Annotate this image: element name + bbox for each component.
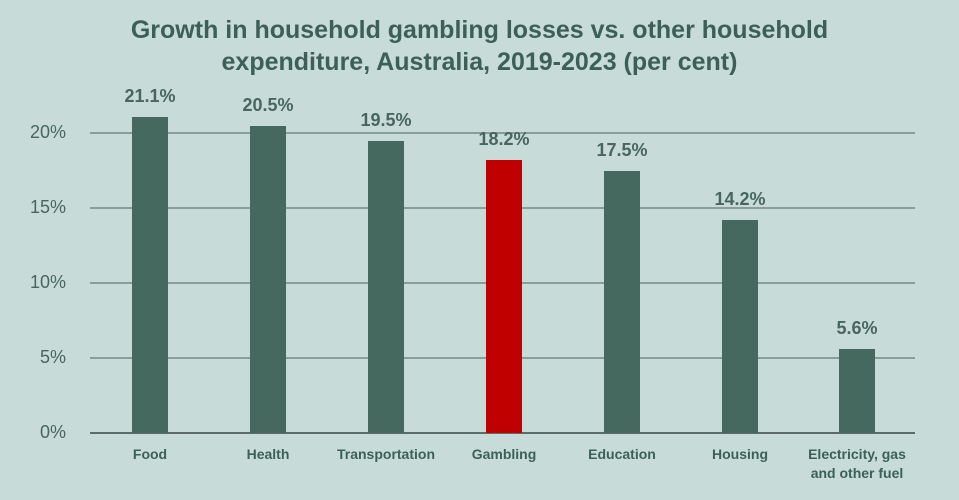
x-tick-label: Electricity, gas and other fuel — [787, 445, 927, 483]
x-tick-label-line: Education — [588, 446, 656, 462]
chart-title-line-2: expenditure, Australia, 2019-2023 (per c… — [221, 48, 738, 76]
bar-gambling — [486, 160, 522, 433]
x-axis-line — [90, 432, 915, 434]
x-tick-label-line: Transportation — [336, 446, 435, 462]
x-tick-label-line: Food — [132, 446, 168, 462]
x-tick-label: Health — [198, 445, 338, 464]
value-label: 20.5% — [242, 94, 294, 115]
value-label: 18.2% — [478, 129, 530, 149]
value-label: 19.5% — [360, 109, 412, 130]
x-tick-label: Education — [552, 445, 692, 464]
y-tick-label: 5% — [39, 347, 66, 367]
x-tick-label-line: Housing — [712, 446, 768, 462]
y-tick-label: 15% — [29, 197, 66, 217]
x-tick-label: Gambling — [434, 445, 574, 464]
bar-transportation — [368, 140, 404, 433]
bar-education — [604, 170, 640, 433]
value-label: 17.5% — [596, 139, 648, 160]
x-tick-label: Transportation — [316, 445, 456, 464]
x-tick-label: Housing — [670, 445, 810, 464]
gridline — [90, 132, 915, 134]
y-tick-label: 0% — [39, 422, 66, 442]
y-tick-label: 10% — [29, 272, 66, 292]
x-tick-label-line: Health — [246, 446, 290, 462]
x-tick-label: Food — [80, 445, 220, 464]
value-label: 5.6% — [836, 318, 878, 338]
x-tick-label-line: Gambling — [471, 446, 537, 462]
value-label: 14.2% — [714, 189, 766, 209]
bar-electricity — [839, 349, 875, 433]
chart-title-line-1: Growth in household gambling losses vs. … — [130, 16, 829, 44]
bar-health — [250, 125, 286, 433]
y-tick-label: 20% — [29, 122, 66, 142]
bar-food — [132, 116, 168, 433]
x-tick-label-line: Electricity, gas — [808, 446, 906, 462]
bar-housing — [722, 220, 758, 433]
chart-title: Growth in household gambling losses vs. … — [0, 14, 959, 78]
x-tick-label-line: and other fuel — [810, 465, 904, 481]
value-label: 21.1% — [124, 85, 176, 106]
